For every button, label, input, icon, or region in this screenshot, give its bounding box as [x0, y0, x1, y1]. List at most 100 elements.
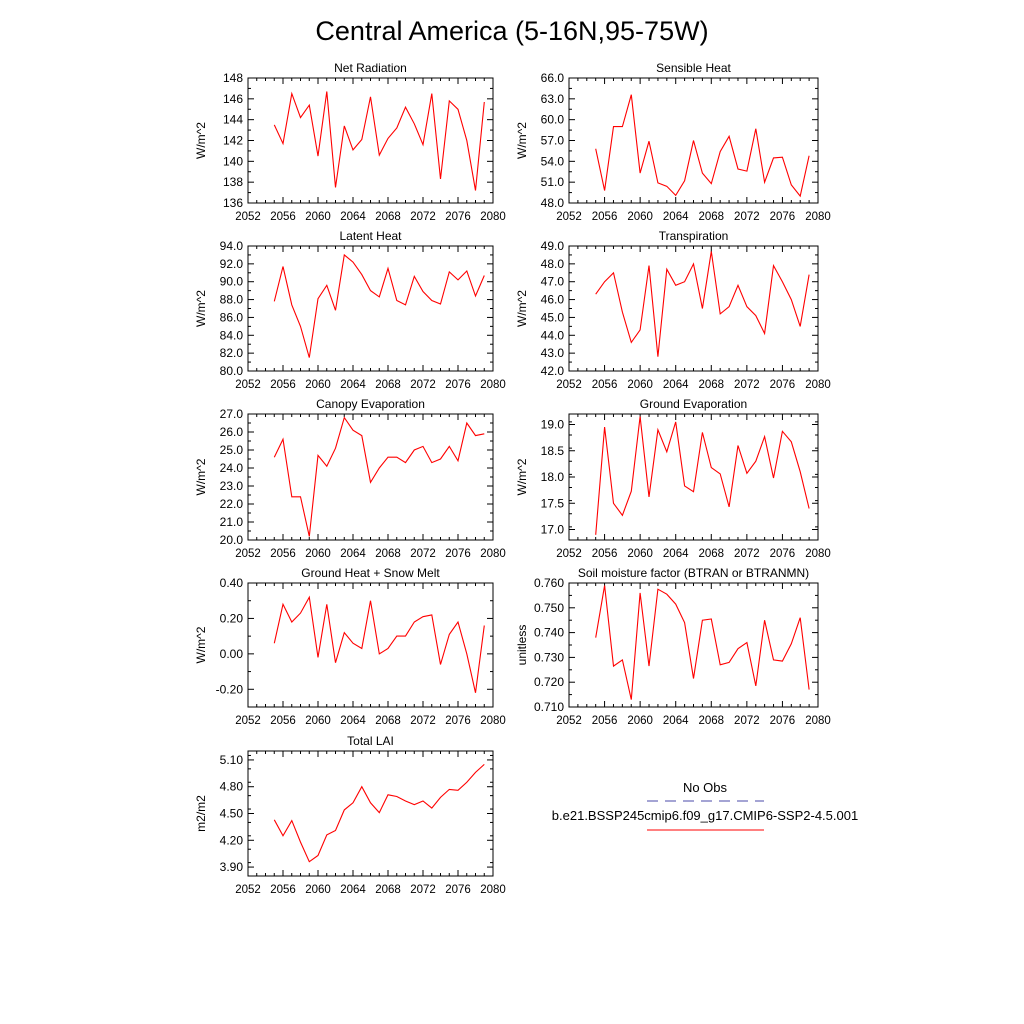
y-tick-label: 4.20	[220, 833, 244, 847]
x-tick-label: 2052	[235, 884, 261, 896]
x-tick-label: 2056	[270, 211, 296, 223]
x-tick-label: 2056	[592, 379, 618, 391]
y-tick-label: 0.00	[220, 647, 244, 661]
y-tick-label: 48.0	[541, 257, 565, 271]
y-tick-label: 22.0	[220, 497, 244, 511]
x-tick-label: 2068	[375, 548, 401, 560]
panel-4: Transpiration W/m^2 42.0 43.0 44.0 45.0 46.0 47…	[515, 229, 831, 391]
x-tick-label: 2060	[627, 211, 653, 223]
figure-title: Central America (5-16N,95-75W)	[315, 16, 708, 46]
x-tick-label: 2076	[770, 379, 796, 391]
x-tick-label: 2072	[734, 715, 760, 727]
x-tick-label: 2080	[480, 379, 506, 391]
y-tick-label: 44.0	[541, 328, 565, 342]
y-axis-label: m2/m2	[194, 795, 208, 832]
x-tick-label: 2056	[270, 379, 296, 391]
x-tick-label: 2068	[375, 884, 401, 896]
series-line	[273, 253, 485, 358]
y-tick-label: 140	[223, 154, 243, 168]
x-tick-label: 2080	[805, 211, 831, 223]
y-tick-label: 4.50	[220, 807, 244, 821]
y-tick-label: 148	[223, 71, 243, 85]
y-tick-label: 0.40	[220, 576, 244, 590]
y-tick-label: 0.750	[534, 601, 564, 615]
y-axis-label: W/m^2	[515, 290, 529, 327]
x-tick-label: 2064	[663, 548, 689, 560]
x-tick-label: 2056	[592, 715, 618, 727]
series-line	[595, 585, 810, 700]
x-tick-label: 2060	[305, 211, 331, 223]
panel-title: Ground Heat + Snow Melt	[301, 566, 440, 580]
y-tick-label: 47.0	[541, 275, 565, 289]
x-tick-label: 2052	[556, 211, 582, 223]
x-tick-label: 2060	[305, 715, 331, 727]
x-tick-label: 2072	[734, 379, 760, 391]
legend-label-model: b.e21.BSSP245cmip6.f09_g17.CMIP6-SSP2-4.…	[552, 808, 858, 823]
panel-title: Canopy Evaporation	[316, 397, 425, 411]
x-tick-label: 2080	[480, 715, 506, 727]
y-tick-label: 57.0	[541, 134, 565, 148]
panel-8: Soil moisture factor (BTRAN or BTRANMN) u…	[515, 566, 831, 727]
x-tick-label: 2068	[375, 715, 401, 727]
y-axis-label: W/m^2	[194, 122, 208, 159]
x-tick-label: 2052	[235, 211, 261, 223]
panel-6: Ground Evaporation W/m^2 17.0 17.5 18.0 18.5 1…	[515, 397, 831, 560]
legend: No Obs b.e21.BSSP245cmip6.f09_g17.CMIP6-…	[552, 780, 858, 831]
x-tick-label: 2080	[805, 715, 831, 727]
y-tick-label: 82.0	[220, 346, 244, 360]
panel-1: Net Radiation W/m^2 136 138 140 142 144 146 148 2…	[194, 61, 506, 223]
y-tick-label: 86.0	[220, 310, 244, 324]
y-tick-label: 146	[223, 92, 243, 106]
y-tick-label: -0.20	[216, 682, 244, 696]
x-tick-label: 2052	[556, 548, 582, 560]
y-tick-label: 49.0	[541, 239, 565, 253]
x-tick-label: 2068	[375, 211, 401, 223]
series-line	[595, 416, 810, 535]
y-tick-label: 0.20	[220, 611, 244, 625]
x-tick-label: 2064	[663, 715, 689, 727]
x-tick-label: 2056	[270, 884, 296, 896]
panel-9: Total LAI m2/m2 3.90 4.20 4.50 4.80 5.10 2052 20…	[194, 734, 506, 896]
x-tick-label: 2056	[270, 548, 296, 560]
x-tick-label: 2068	[375, 379, 401, 391]
y-tick-label: 4.80	[220, 780, 244, 794]
x-tick-label: 2072	[734, 548, 760, 560]
y-axis-label: W/m^2	[194, 458, 208, 495]
x-tick-label: 2056	[592, 548, 618, 560]
x-tick-label: 2052	[556, 379, 582, 391]
y-axis-label: W/m^2	[194, 290, 208, 327]
y-tick-label: 17.5	[541, 496, 565, 510]
x-tick-label: 2080	[805, 379, 831, 391]
series-line	[595, 251, 810, 357]
panel-3: Latent Heat W/m^2 80.0 82.0 84.0 86.0 88.0 90.0…	[194, 229, 506, 391]
y-tick-label: 84.0	[220, 328, 244, 342]
y-tick-label: 63.0	[541, 92, 565, 106]
x-tick-label: 2064	[340, 379, 366, 391]
y-tick-label: 27.0	[220, 407, 244, 421]
x-tick-label: 2060	[305, 548, 331, 560]
x-tick-label: 2068	[698, 548, 724, 560]
x-tick-label: 2076	[770, 715, 796, 727]
x-tick-label: 2064	[663, 379, 689, 391]
y-tick-label: 45.0	[541, 310, 565, 324]
y-tick-label: 5.10	[220, 753, 244, 767]
x-tick-label: 2080	[480, 548, 506, 560]
x-tick-label: 2060	[305, 884, 331, 896]
series-line	[273, 91, 485, 191]
y-tick-label: 25.0	[220, 443, 244, 457]
y-tick-label: 26.0	[220, 425, 244, 439]
series-line	[273, 416, 485, 537]
y-tick-label: 142	[223, 134, 243, 148]
y-tick-label: 18.0	[541, 470, 565, 484]
y-tick-label: 21.0	[220, 515, 244, 529]
y-tick-label: 60.0	[541, 113, 565, 127]
y-tick-label: 19.0	[541, 418, 565, 432]
x-tick-label: 2076	[445, 211, 471, 223]
x-tick-label: 2056	[592, 211, 618, 223]
y-tick-label: 80.0	[220, 364, 244, 378]
y-tick-label: 24.0	[220, 461, 244, 475]
x-tick-label: 2072	[410, 211, 436, 223]
y-tick-label: 43.0	[541, 346, 565, 360]
series-line	[273, 763, 485, 863]
